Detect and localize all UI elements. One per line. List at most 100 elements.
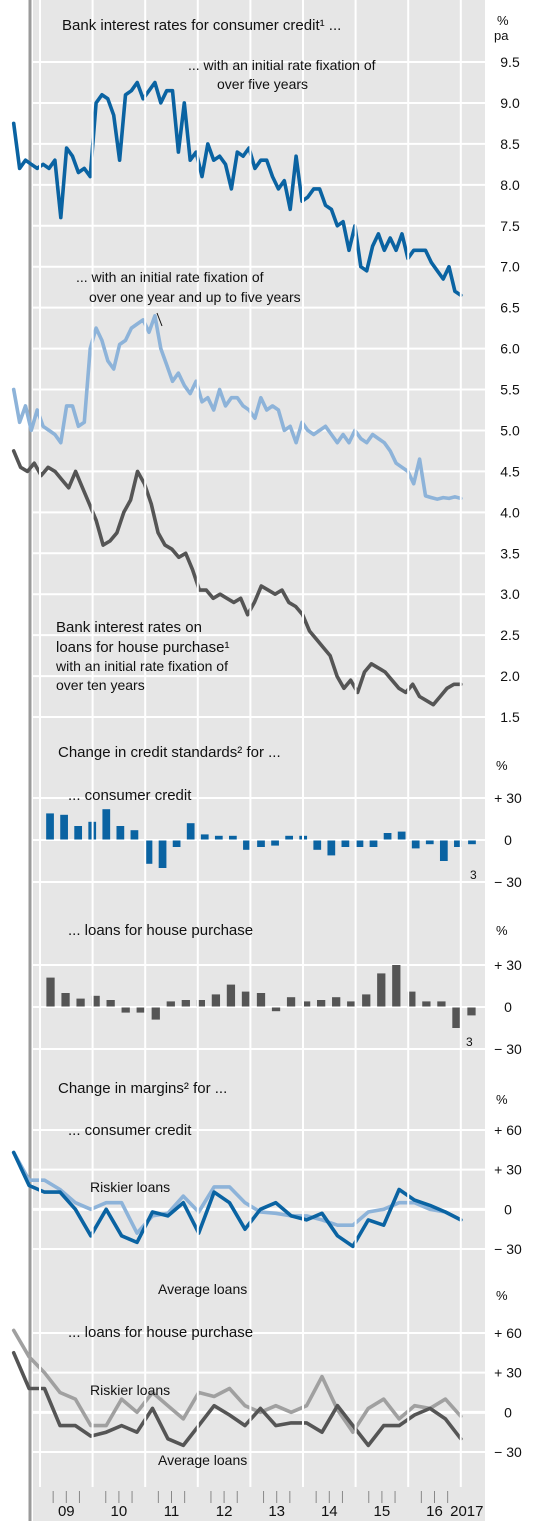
y-tick-label: + 30 <box>494 957 522 973</box>
y-tick-label: + 30 <box>494 1162 522 1178</box>
cs-consumer-subtitle: ... consumer credit <box>68 787 192 804</box>
x-tick-label: 09 <box>58 1503 75 1520</box>
y-tick-label: + 60 <box>494 1325 522 1341</box>
bar <box>397 831 406 840</box>
credit-standards-consumer-panel: + 30 0 − 30 <box>33 790 522 890</box>
bar <box>136 1007 145 1013</box>
margins-consumer-panel: + 60 + 30 0 − 30 <box>11 1122 522 1257</box>
cs-house-subtitle: ... loans for house purchase <box>68 922 253 939</box>
bar <box>341 840 350 847</box>
y-tick-label: 0 <box>504 999 512 1015</box>
y-tick-label: 8.0 <box>500 177 520 193</box>
bar <box>467 1007 476 1016</box>
y-tick-label: − 30 <box>494 874 522 890</box>
bar <box>116 826 125 840</box>
series-line <box>11 449 463 707</box>
credit-standards-house-panel: + 30 0 − 30 <box>33 957 522 1057</box>
label-one-to-five-line1: ... with an initial rate fixation of <box>76 269 264 285</box>
y-tick-label: − 30 <box>494 1444 522 1460</box>
bar <box>214 835 223 840</box>
x-tick-label: 10 <box>111 1503 128 1520</box>
x-axis: 09 10 11 12 13 14 15 16 2017 <box>39 0 483 1520</box>
margins-title: Change in margins² for ... <box>58 1080 227 1097</box>
bar <box>392 965 401 1007</box>
bar <box>327 840 336 856</box>
bar <box>181 1000 190 1007</box>
bar <box>106 1000 115 1007</box>
series-line <box>11 313 463 502</box>
bar <box>158 840 167 868</box>
label-house-line1: Bank interest rates on <box>56 619 202 636</box>
x-tick-label: 14 <box>321 1503 338 1520</box>
bar <box>437 1001 446 1007</box>
y-tick-label: 0 <box>504 832 512 848</box>
label-house-line4: over ten years <box>56 677 145 693</box>
bar <box>166 1001 175 1007</box>
bar <box>243 840 251 850</box>
y-tick-label: 9.0 <box>500 95 520 111</box>
bar <box>439 840 448 861</box>
series-line <box>11 1351 463 1448</box>
bar <box>74 826 83 840</box>
bar <box>347 1001 356 1007</box>
y-tick-label: + 30 <box>494 1365 522 1381</box>
y-tick-label: 3.0 <box>500 586 520 602</box>
credit-standards-title: Change in credit standards² for ... <box>58 744 281 761</box>
y-tick-label: + 30 <box>494 790 522 806</box>
m-house-subtitle: ... loans for house purchase <box>68 1324 253 1341</box>
bar <box>313 840 322 850</box>
bar <box>196 1000 205 1007</box>
m-consumer-average-label: Average loans <box>158 1281 247 1297</box>
y-tick-label: 5.5 <box>500 382 520 398</box>
right-margin <box>485 0 534 1521</box>
annotation-pointer <box>156 312 163 327</box>
bar <box>121 1007 130 1013</box>
series-line <box>11 80 463 298</box>
y-tick-label: 4.0 <box>500 504 520 520</box>
bar <box>76 998 85 1007</box>
cs-consumer-footnote: 3 <box>470 868 477 882</box>
bar <box>102 809 111 840</box>
y-tick-label: 7.0 <box>500 259 520 275</box>
bar <box>285 835 293 840</box>
m-house-riskier-label: Riskier loans <box>90 1382 170 1398</box>
x-tick-label: 12 <box>216 1503 233 1520</box>
bar <box>46 813 54 840</box>
bar <box>172 840 181 847</box>
bar <box>362 994 371 1007</box>
bar <box>317 1000 326 1007</box>
label-five-year-line2: over five years <box>217 76 308 92</box>
bar <box>377 973 386 1007</box>
bar <box>61 993 70 1007</box>
bar <box>271 840 279 846</box>
y-tick-label: 7.5 <box>500 218 520 234</box>
y-tick-label: − 30 <box>494 1041 522 1057</box>
rates-unit-bottom: pa <box>494 28 509 43</box>
bar <box>229 835 237 840</box>
x-tick-label: 15 <box>374 1503 391 1520</box>
bar <box>226 984 236 1007</box>
y-tick-label: 4.5 <box>500 463 520 479</box>
bar <box>452 1007 461 1028</box>
label-one-to-five-line2: over one year and up to five years <box>89 289 301 305</box>
rates-title: Bank interest rates for consumer credit¹… <box>62 17 341 34</box>
interest-rates-panel: 9.5 9.0 8.5 8.0 7.5 7.0 6.5 6.0 5.5 5.0 4.5 4.0 3.5 3… <box>11 54 520 725</box>
x-tick-label: 11 <box>164 1503 180 1520</box>
bar <box>286 997 296 1007</box>
bar <box>241 991 251 1007</box>
y-tick-label: 0 <box>504 1404 512 1420</box>
y-tick-label: 8.5 <box>500 136 520 152</box>
y-tick-label: 2.0 <box>500 668 520 684</box>
y-tick-label: 9.5 <box>500 54 520 70</box>
bar <box>271 1007 281 1012</box>
bar <box>383 833 392 840</box>
margins-house-panel: + 60 + 30 0 − 30 <box>11 1325 522 1460</box>
bar <box>468 840 476 845</box>
y-tick-label: − 30 <box>494 1241 522 1257</box>
bar <box>257 840 265 847</box>
bar <box>422 1001 431 1007</box>
bar <box>151 1007 160 1020</box>
bar <box>256 993 266 1007</box>
label-house-line2: loans for house purchase¹ <box>56 639 229 656</box>
